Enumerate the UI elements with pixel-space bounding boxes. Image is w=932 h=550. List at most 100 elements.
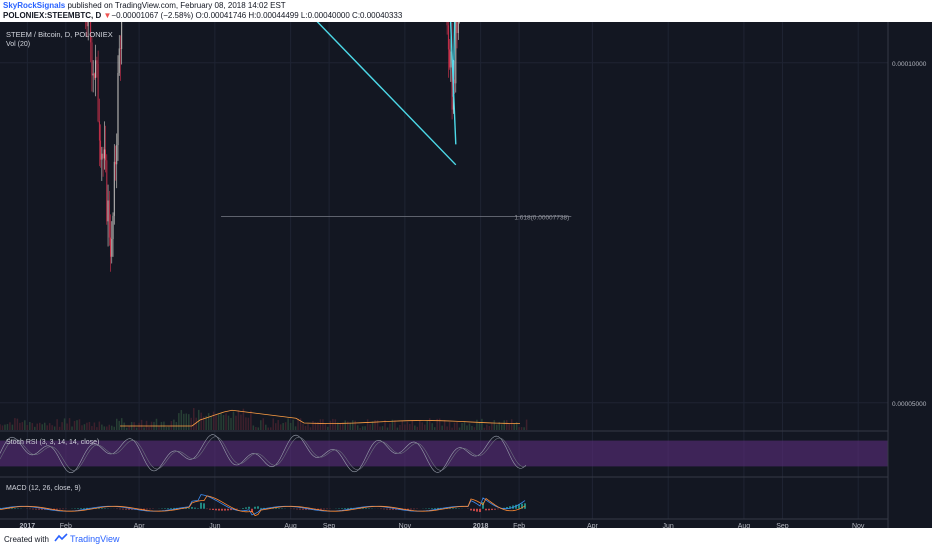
volume-bar xyxy=(304,426,307,430)
volume-bar xyxy=(441,425,443,430)
volume-bar xyxy=(242,408,245,430)
volume-bar xyxy=(135,427,138,430)
macd-histogram-bar xyxy=(77,508,79,509)
macd-histogram-bar xyxy=(341,508,343,509)
volume-bar xyxy=(101,424,103,430)
volume-bar xyxy=(307,423,309,430)
volume-bar xyxy=(68,418,71,430)
volume-bar xyxy=(71,426,73,430)
volume-bar xyxy=(483,427,486,430)
volume-bar xyxy=(396,427,399,430)
volume-bar xyxy=(272,418,274,430)
macd-histogram-bar xyxy=(197,508,199,509)
candle-body xyxy=(121,22,123,49)
volume-bar xyxy=(518,427,520,430)
volume-bar xyxy=(115,418,118,430)
volume-bar xyxy=(324,423,327,430)
candle-body xyxy=(102,153,104,159)
volume-bar xyxy=(523,427,525,430)
candle-down xyxy=(449,38,451,70)
candle-up xyxy=(117,55,119,161)
x-tick-label: Jun xyxy=(209,523,220,528)
author-link[interactable]: SkyRockSignals xyxy=(3,1,66,10)
volume-bar xyxy=(21,422,24,430)
volume-bar xyxy=(56,419,58,430)
volume-bar xyxy=(361,426,364,430)
volume-bar xyxy=(232,411,235,430)
volume-bar xyxy=(83,424,86,430)
volume-bar xyxy=(332,418,334,430)
volume-bar xyxy=(31,423,34,430)
symbol-label: POLONIEX:STEEMBTC, D xyxy=(3,11,102,20)
volume-bar xyxy=(36,423,39,430)
macd-histogram-bar xyxy=(407,508,409,510)
candle-down xyxy=(105,125,107,173)
macd-histogram-bar xyxy=(245,507,247,509)
x-tick-label: Apr xyxy=(134,523,146,528)
chart-area[interactable]: 0(0.00092056)0.236(0.00079757)0.382(0.00… xyxy=(0,22,932,528)
volume-bar xyxy=(478,421,481,430)
volume-bar xyxy=(453,422,456,430)
macd-histogram-bar xyxy=(392,508,394,510)
volume-bar xyxy=(34,426,36,430)
grid-lines xyxy=(0,22,932,520)
candle-down xyxy=(108,190,110,246)
volume-bar xyxy=(431,423,433,430)
macd-histogram-bar xyxy=(299,508,301,510)
footer: Created with TradingView xyxy=(0,528,932,550)
volume-bar xyxy=(476,419,478,430)
candle-up xyxy=(107,184,109,247)
macd-histogram-bar xyxy=(317,508,319,510)
macd-histogram-bar xyxy=(434,507,436,509)
volume-bar xyxy=(41,424,43,430)
volume-bar xyxy=(265,424,267,430)
volume-bar xyxy=(448,421,451,430)
volume-bar xyxy=(312,421,314,430)
candle-body xyxy=(96,60,98,64)
candle-down xyxy=(115,145,116,181)
volume-bar xyxy=(471,425,473,430)
candle-body xyxy=(108,200,110,238)
candle-up xyxy=(103,121,105,170)
candle-body xyxy=(449,49,451,68)
volume-bar xyxy=(113,426,116,430)
candle-down xyxy=(106,154,108,225)
volume-bar xyxy=(404,424,406,430)
candle-up xyxy=(92,60,94,93)
volume-bar xyxy=(148,426,150,430)
volume-bar xyxy=(414,425,416,430)
candle-body xyxy=(90,22,92,43)
volume-bar xyxy=(319,419,322,430)
volume-bar xyxy=(183,413,185,430)
candle-body xyxy=(105,149,107,161)
volume-bar xyxy=(16,418,19,430)
volume-bar xyxy=(205,415,207,430)
volume-bar xyxy=(190,417,193,430)
volume-bar xyxy=(409,424,411,430)
main-price-pane: 0(0.00092056)0.236(0.00079757)0.382(0.00… xyxy=(85,22,572,272)
candle-down xyxy=(447,22,449,78)
volume-bar xyxy=(284,422,287,430)
volume-bar xyxy=(140,419,143,430)
candle-body xyxy=(91,42,93,76)
candle-body xyxy=(446,22,448,26)
macd-histogram-bar xyxy=(518,504,520,509)
stoch-d-line xyxy=(0,436,527,471)
tradingview-brand[interactable]: TradingView xyxy=(70,534,120,544)
volume-bar xyxy=(267,427,270,430)
candle-up xyxy=(87,22,89,41)
volume-bar xyxy=(426,420,428,430)
macd-histogram-bar xyxy=(494,508,496,510)
x-tick-label: Sep xyxy=(323,523,336,528)
stoch-rsi-label: Stoch RSI (3, 3, 14, 14, close) xyxy=(6,439,99,446)
x-tick-label: 2018 xyxy=(473,523,489,528)
volume-bar xyxy=(158,426,160,430)
macd-histogram-bar xyxy=(86,507,88,509)
volume-bar xyxy=(481,418,483,430)
volume-bar xyxy=(277,420,279,430)
change-arrow-icon: ▼ xyxy=(103,11,112,20)
volume-bar xyxy=(498,422,501,430)
volume-bar xyxy=(456,421,458,430)
macd-histogram-bar xyxy=(449,508,451,509)
candle-body xyxy=(101,153,103,160)
